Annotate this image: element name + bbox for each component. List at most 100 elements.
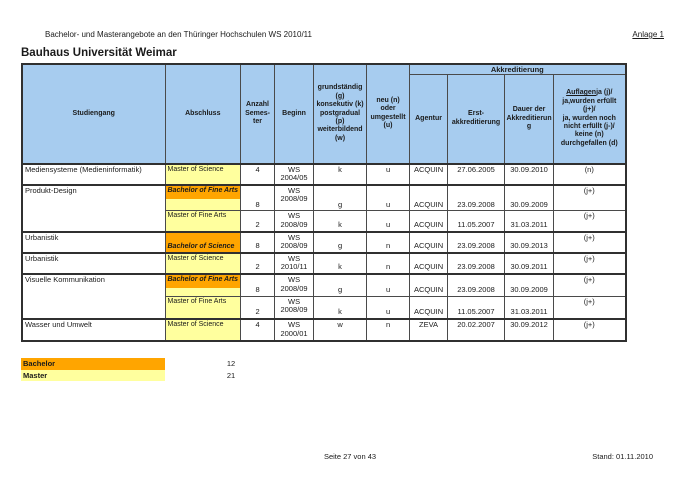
- header-auflagen-title: Auflagen: [566, 89, 597, 97]
- cell-neu: u: [366, 184, 411, 212]
- cell-agentur: ZEVA: [409, 318, 449, 342]
- cell-neu: n: [366, 230, 411, 254]
- table-row: Produkt-Design Bachelor of Fine Arts 8 W…: [21, 184, 627, 233]
- header-abschluss: Abschluss: [164, 63, 242, 165]
- cell-erstakkreditierung: 23.09.2008: [447, 273, 506, 297]
- cell-abschluss: Master of Science: [164, 318, 242, 342]
- header-erstakkreditierung: Erst- akkreditierung: [447, 74, 506, 165]
- cell-agentur: ACQUIN: [409, 295, 449, 320]
- cell-neu: u: [366, 210, 411, 233]
- cell-dauer: 30.09.2013: [504, 230, 555, 254]
- cell-beginn: WS 2004/05: [274, 162, 315, 186]
- cell-dauer: 30.09.2012: [504, 318, 555, 342]
- cell-semester: 8: [240, 184, 276, 212]
- header-anzahl-semester: Anzahl Semes- ter: [240, 63, 276, 165]
- header-beginn: Beginn: [274, 63, 315, 165]
- legend-row-bachelor: Bachelor 12: [21, 358, 331, 370]
- cell-auflagen: (j+): [553, 318, 627, 342]
- cell-art: w: [313, 318, 368, 342]
- table-row: Visuelle Kommunikation Bachelor of Fine …: [21, 273, 627, 320]
- cell-auflagen: (j+): [553, 230, 627, 254]
- cell-neu: n: [366, 252, 411, 276]
- cell-art: g: [313, 184, 368, 212]
- cell-dauer: 30.09.2009: [504, 184, 555, 212]
- cell-dauer: 30.09.2010: [504, 162, 555, 186]
- cell-abschluss: Master of Science: [164, 252, 242, 276]
- cell-studiengang: Mediensysteme (Medieninformatik): [21, 162, 166, 186]
- cell-agentur: ACQUIN: [409, 184, 449, 212]
- table-row: Mediensysteme (Medieninformatik) Master …: [21, 162, 627, 186]
- header-agentur: Agentur: [409, 74, 449, 165]
- cell-abschluss: Bachelor of Fine Arts: [164, 184, 242, 212]
- legend-master-label: Master: [21, 369, 165, 381]
- cell-dauer: 30.09.2009: [504, 273, 555, 297]
- table-header-band: Studiengang Abschluss Anzahl Semes- ter …: [21, 63, 627, 165]
- cell-beginn: WS 2008/09: [274, 230, 315, 254]
- page-title: Bauhaus Universität Weimar: [21, 47, 177, 59]
- cell-art: k: [313, 295, 368, 320]
- cell-agentur: ACQUIN: [409, 210, 449, 233]
- header-studiengang: Studiengang: [21, 63, 166, 165]
- cell-beginn: WS 2010/11: [274, 252, 315, 276]
- cell-auflagen: (j+): [553, 273, 627, 297]
- page-number: Seite 27 von 43: [323, 452, 377, 461]
- document-header-line: Bachelor- und Masterangebote an den Thür…: [45, 30, 312, 39]
- cell-abschluss: Master of Science: [164, 162, 242, 186]
- cell-semester: 4: [240, 318, 276, 342]
- cell-beginn: WS 2008/09: [274, 184, 315, 212]
- cell-semester: 2: [240, 210, 276, 233]
- header-auflagen: Auflagenja (j)/ ja,wurden erfüllt (j+)/ …: [553, 74, 627, 165]
- legend-row-master: Master 21: [21, 369, 331, 381]
- cell-dauer: 30.09.2011: [504, 252, 555, 276]
- cell-studiengang: Visuelle Kommunikation: [21, 273, 166, 320]
- status-date: Stand: 01.11.2010: [592, 452, 653, 461]
- cell-beginn: WS 2000/01: [274, 318, 315, 342]
- cell-erstakkreditierung: 11.05.2007: [447, 210, 506, 233]
- cell-erstakkreditierung: 20.02.2007: [447, 318, 506, 342]
- cell-auflagen: (j+): [553, 184, 627, 212]
- cell-art: k: [313, 252, 368, 276]
- cell-semester: 8: [240, 230, 276, 254]
- cell-semester: 2: [240, 252, 276, 276]
- cell-art: k: [313, 210, 368, 233]
- cell-abschluss: Master of Fine Arts: [164, 210, 242, 233]
- cell-semester: 8: [240, 273, 276, 297]
- cell-auflagen: (j+): [553, 210, 627, 233]
- cell-erstakkreditierung: 11.05.2007: [447, 295, 506, 320]
- cell-studiengang: Urbanistik: [21, 252, 166, 276]
- header-auflagen-lines: ja (j)/ ja,wurden erfüllt (j+)/ ja, wurd…: [560, 89, 618, 147]
- cell-neu: u: [366, 295, 411, 320]
- cell-abschluss: Bachelor of Fine Arts: [164, 273, 242, 297]
- programs-table: Studiengang Abschluss Anzahl Semes- ter …: [21, 63, 627, 342]
- header-neu-umgestellt: neu (n) oder umgestellt (u): [366, 63, 411, 165]
- cell-erstakkreditierung: 23.09.2008: [447, 184, 506, 212]
- cell-erstakkreditierung: 23.09.2008: [447, 252, 506, 276]
- cell-auflagen: (j+): [553, 295, 627, 320]
- cell-neu: u: [366, 273, 411, 297]
- table-row: Wasser und Umwelt Master of Science 4 WS…: [21, 318, 627, 342]
- cell-neu: u: [366, 162, 411, 186]
- cell-agentur: ACQUIN: [409, 230, 449, 254]
- cell-studiengang: Wasser und Umwelt: [21, 318, 166, 342]
- table-row: Master of Fine Arts 2 WS 2008/09 k u ACQ…: [22, 295, 627, 320]
- cell-art: g: [313, 273, 368, 297]
- cell-beginn: WS 2008/09: [274, 273, 315, 297]
- cell-agentur: ACQUIN: [409, 273, 449, 297]
- cell-semester: 4: [240, 162, 276, 186]
- cell-erstakkreditierung: 23.09.2008: [447, 230, 506, 254]
- legend-bachelor-label: Bachelor: [21, 358, 165, 370]
- cell-abschluss: Bachelor of Science: [164, 230, 242, 254]
- cell-studiengang: Urbanistik: [21, 230, 166, 254]
- cell-studiengang: Produkt-Design: [21, 184, 166, 233]
- cell-agentur: ACQUIN: [409, 162, 449, 186]
- legend-bachelor-count: 12: [226, 359, 236, 368]
- table-row: Urbanistik Master of Science 2 WS 2010/1…: [21, 252, 627, 276]
- cell-beginn: WS 2008/09: [274, 295, 315, 320]
- cell-art: g: [313, 230, 368, 254]
- annex-label: Anlage 1: [632, 30, 664, 39]
- header-studienart: grundständig (g) konsekutiv (k) postgrad…: [313, 63, 368, 165]
- table-header-row: Agentur Erst- akkreditierung Dauer der A…: [22, 74, 627, 165]
- cell-beginn: WS 2008/09: [274, 210, 315, 233]
- legend: Bachelor 12 Master 21: [21, 358, 331, 381]
- table-row: Urbanistik Bachelor of Science 8 WS 2008…: [21, 230, 627, 254]
